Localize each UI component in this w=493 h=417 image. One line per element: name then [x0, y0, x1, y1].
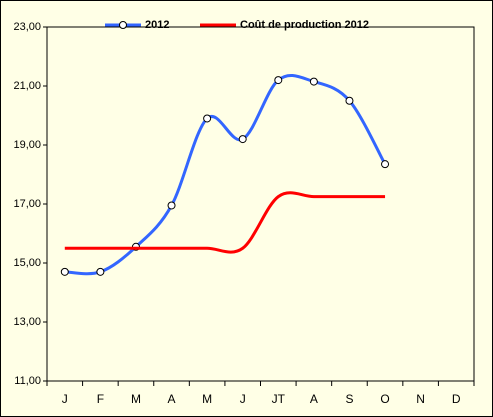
- legend-marker: [119, 21, 127, 29]
- marker: [274, 76, 283, 85]
- y-tick-label: 21,00: [13, 80, 41, 92]
- marker: [203, 114, 212, 123]
- x-tick-label: M: [131, 392, 141, 406]
- y-tick-label: 19,00: [13, 139, 41, 151]
- x-tick-label: A: [168, 392, 176, 406]
- series-line: [64, 191, 386, 254]
- marker: [96, 267, 105, 276]
- y-tick-label: 17,00: [13, 198, 41, 210]
- marker: [60, 267, 69, 276]
- x-tick-label: F: [97, 392, 104, 406]
- plot-area: [46, 26, 475, 382]
- x-tick-label: JT: [272, 392, 286, 406]
- x-tick-label: S: [345, 392, 353, 406]
- x-tick-label: D: [452, 392, 461, 406]
- x-tick-label: M: [202, 392, 212, 406]
- y-tick-label: 13,00: [13, 316, 41, 328]
- marker: [309, 77, 318, 86]
- marker: [167, 201, 176, 210]
- y-tick-label: 11,00: [14, 375, 41, 387]
- x-tick-label: N: [416, 392, 425, 406]
- marker: [238, 135, 247, 144]
- x-tick-label: O: [380, 392, 389, 406]
- x-tick-label: J: [240, 392, 246, 406]
- x-tick-label: A: [310, 392, 318, 406]
- y-tick-label: 15,00: [13, 257, 41, 269]
- x-tick-label: J: [62, 392, 68, 406]
- legend-label: Coût de production 2012: [240, 19, 369, 31]
- series-line: [64, 73, 387, 276]
- marker: [381, 160, 390, 169]
- legend-label: 2012: [145, 19, 169, 31]
- marker: [345, 96, 354, 105]
- y-tick-label: 23,00: [13, 21, 41, 33]
